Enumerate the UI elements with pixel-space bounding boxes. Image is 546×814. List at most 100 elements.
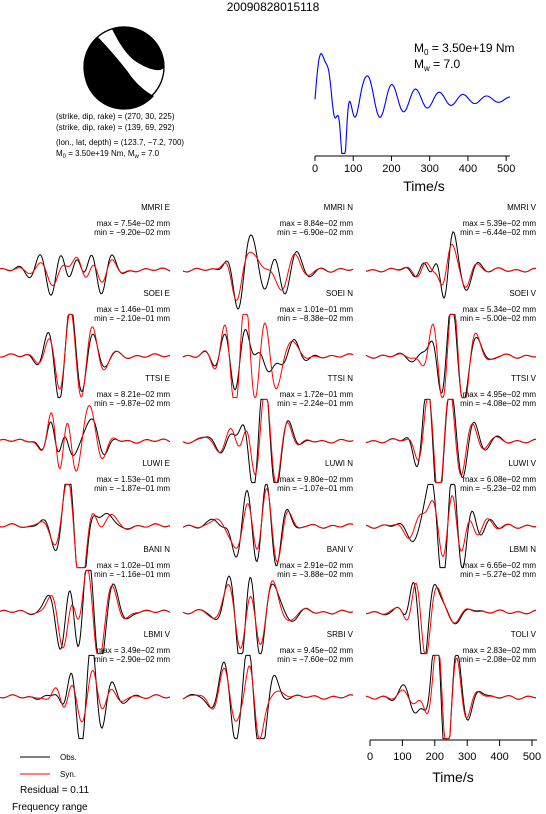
stf-mw-label: Mw = 7.0 bbox=[414, 57, 460, 73]
moment-rest: = 3.50e+19 Nm, M bbox=[66, 149, 135, 158]
trace-max-label: max = 2.83e−02 mm bbox=[463, 646, 537, 655]
time-axis-tick-label: 100 bbox=[393, 751, 411, 763]
trace-max-label: max = 5.39e−02 mm bbox=[463, 219, 537, 228]
trace-synthetic bbox=[182, 251, 354, 301]
trace-station-label: SOEI V bbox=[509, 289, 536, 298]
trace-max-label: max = 1.01e−01 mm bbox=[280, 305, 354, 314]
trace-observed bbox=[365, 313, 537, 399]
trace-observed bbox=[0, 483, 171, 569]
trace-observed bbox=[366, 581, 537, 655]
trace-synthetic bbox=[0, 256, 171, 287]
trace-station-label: MMRI N bbox=[324, 203, 354, 212]
trace-max-label: max = 6.65e−02 mm bbox=[463, 561, 537, 570]
trace-min-label: min = −2.08e−02 mm bbox=[460, 655, 536, 664]
trace-observed bbox=[0, 313, 171, 399]
beachball bbox=[83, 26, 165, 110]
stf-m0-value: = 3.50e+19 Nm bbox=[428, 41, 514, 55]
stf-x-tick-label: 300 bbox=[421, 163, 439, 175]
trace-synthetic bbox=[182, 665, 354, 740]
trace-min-label: min = −1.16e−01 mm bbox=[94, 570, 170, 579]
trace-station-label: TTSI V bbox=[511, 374, 537, 383]
trace-max-label: max = 9.45e−02 mm bbox=[280, 646, 354, 655]
trace-synthetic bbox=[366, 582, 537, 655]
trace-min-label: min = −1.87e−01 mm bbox=[94, 484, 170, 493]
legend-obs-label: Obs. bbox=[60, 753, 77, 762]
trace-max-label: max = 2.91e−02 mm bbox=[280, 561, 354, 570]
stf-mw-main: M bbox=[414, 57, 424, 71]
trace-station-label: TTSI N bbox=[328, 374, 354, 383]
trace-observed bbox=[365, 398, 537, 484]
stf-mw-value: = 7.0 bbox=[430, 57, 461, 71]
trace-station-label: SOEI N bbox=[326, 289, 353, 298]
time-axis-label: Time/s bbox=[432, 769, 473, 785]
trace-min-label: min = −5.00e−02 mm bbox=[460, 314, 536, 323]
stf-x-tick-label: 0 bbox=[312, 163, 318, 175]
trace-station-label: BANI V bbox=[327, 545, 354, 554]
trace-min-label: min = −1.07e−01 mm bbox=[277, 484, 353, 493]
figure-title: 20090828015118 bbox=[227, 0, 320, 14]
stf-m0-sub: 0 bbox=[424, 48, 429, 57]
moment-sub: 0 bbox=[63, 154, 67, 160]
frequency-range-label: Frequency range bbox=[12, 802, 88, 813]
trace-max-label: max = 4.95e−02 mm bbox=[463, 390, 537, 399]
trace-synthetic bbox=[182, 580, 354, 649]
stf-mw-sub: w bbox=[423, 64, 430, 73]
trace-min-label: min = −6.90e−02 mm bbox=[277, 228, 353, 237]
trace-station-label: LBMI V bbox=[144, 630, 171, 639]
trace-max-label: max = 1.72e−01 mm bbox=[280, 390, 354, 399]
trace-station-label: LUWI V bbox=[508, 459, 536, 468]
time-axis-tick-label: 0 bbox=[367, 751, 373, 763]
moment-m: M bbox=[56, 149, 63, 158]
time-axis-tick-label: 300 bbox=[458, 751, 476, 763]
trace-synthetic bbox=[365, 494, 537, 558]
trace-min-label: min = −2.10e−01 mm bbox=[94, 314, 170, 323]
trace-max-label: max = 8.84e−02 mm bbox=[280, 219, 354, 228]
trace-synthetic bbox=[0, 569, 171, 655]
trace-max-label: max = 7.54e−02 mm bbox=[97, 219, 171, 228]
trace-synthetic bbox=[365, 398, 537, 484]
trace-observed bbox=[0, 418, 171, 457]
time-axis-tick-label: 500 bbox=[523, 751, 541, 763]
stf-x-tick-label: 500 bbox=[497, 163, 515, 175]
stf-m0-label: M0 = 3.50e+19 Nm bbox=[414, 41, 515, 57]
trace-synthetic bbox=[0, 405, 171, 472]
trace-max-label: max = 5.34e−02 mm bbox=[463, 305, 537, 314]
trace-station-label: SOEI E bbox=[143, 289, 170, 298]
trace-observed bbox=[182, 654, 354, 740]
trace-synthetic bbox=[0, 483, 171, 569]
trace-synthetic bbox=[365, 313, 537, 399]
trace-station-label: MMRI E bbox=[141, 203, 170, 212]
mw-rest: = 7.0 bbox=[139, 149, 160, 158]
trace-min-label: min = −4.08e−02 mm bbox=[460, 399, 536, 408]
time-axis-tick-label: 400 bbox=[490, 751, 508, 763]
trace-min-label: min = −9.87e−02 mm bbox=[94, 399, 170, 408]
trace-synthetic bbox=[182, 398, 354, 484]
trace-station-label: TOLI V bbox=[511, 630, 537, 639]
trace-station-label: BANI N bbox=[143, 545, 170, 554]
nodal-plane-1: (strike, dip, rake) = (270, 30, 225) bbox=[56, 112, 175, 121]
stf-x-tick-label: 200 bbox=[382, 163, 400, 175]
trace-min-label: min = −7.60e−02 mm bbox=[277, 655, 353, 664]
trace-synthetic bbox=[182, 313, 354, 399]
trace-observed bbox=[182, 398, 354, 484]
trace-synthetic bbox=[0, 313, 171, 398]
trace-max-label: max = 1.53e−01 mm bbox=[97, 475, 171, 484]
event-location: (lon., lat, depth) = (123.7, −7.2, 700) bbox=[56, 138, 184, 147]
stf-curve bbox=[314, 52, 511, 154]
time-axis-tick-label: 200 bbox=[426, 751, 444, 763]
trace-synthetic bbox=[0, 669, 171, 723]
trace-max-label: max = 6.08e−02 mm bbox=[463, 475, 537, 484]
stf-m0-main: M bbox=[414, 41, 424, 55]
trace-min-label: min = −8.38e−02 mm bbox=[277, 314, 353, 323]
stf-x-tick-label: 100 bbox=[344, 163, 362, 175]
trace-station-label: TTSI E bbox=[145, 374, 170, 383]
trace-min-label: min = −3.88e−02 mm bbox=[277, 570, 353, 579]
nodal-plane-2: (strike, dip, rake) = (139, 69, 292) bbox=[56, 123, 175, 132]
trace-max-label: max = 9.80e−02 mm bbox=[280, 475, 354, 484]
trace-station-label: LUWI N bbox=[325, 459, 353, 468]
trace-min-label: min = −5.23e−02 mm bbox=[460, 484, 536, 493]
trace-synthetic bbox=[365, 654, 537, 740]
trace-min-label: min = −9.20e−02 mm bbox=[94, 228, 170, 237]
